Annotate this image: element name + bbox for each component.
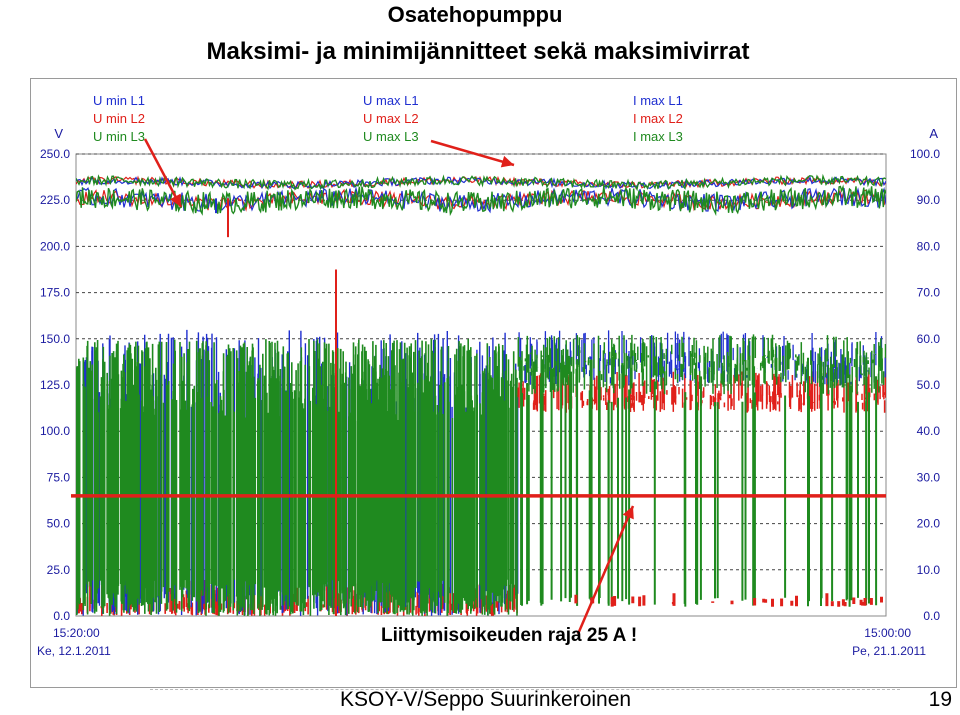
right-tick-label: 60.0 (917, 332, 941, 346)
current-spikes (520, 357, 878, 607)
left-tick-label: 0.0 (53, 609, 70, 623)
left-axis-unit: V (54, 126, 63, 141)
arrow-u-min (143, 138, 183, 208)
legend-entry: I max L1 (633, 93, 683, 108)
legend-entry: I max L2 (633, 111, 683, 126)
axes: 0.0 0.0 25.0 10.0 50.0 20.0 75.0 30.0 100.0 40.0 1… (37, 126, 940, 658)
legend-entry: U min L3 (93, 129, 145, 144)
voltage-band (76, 184, 886, 217)
right-axis-unit: A (929, 126, 938, 141)
left-tick-label: 125.0 (40, 378, 70, 392)
right-tick-label: 20.0 (917, 517, 941, 531)
page-number: 19 (928, 688, 952, 711)
left-tick-label: 200.0 (40, 239, 70, 253)
footer-rule (150, 689, 900, 690)
right-tick-label: 100.0 (910, 147, 940, 161)
right-tick-label: 40.0 (917, 424, 941, 438)
legend-entry: I max L3 (633, 129, 683, 144)
right-tick-label: 30.0 (917, 470, 941, 484)
current-spikes (517, 334, 886, 395)
left-tick-label: 25.0 (47, 563, 71, 577)
left-tick-label: 225.0 (40, 193, 70, 207)
right-tick-label: 90.0 (917, 193, 941, 207)
arrow-u-max-head (500, 155, 514, 168)
legend-entry: U max L1 (363, 93, 419, 108)
legend-entry: U min L1 (93, 93, 145, 108)
right-tick-label: 70.0 (917, 286, 941, 300)
annotations: Liittymisoikeuden raja 25 A ! (71, 138, 886, 646)
slide-title: Osatehopumppu (387, 2, 563, 27)
x-end-date: Pe, 21.1.2011 (852, 644, 926, 658)
arrow-u-min-head (170, 193, 181, 207)
left-tick-label: 50.0 (47, 517, 71, 531)
left-tick-label: 75.0 (47, 470, 71, 484)
right-tick-label: 10.0 (917, 563, 941, 577)
arrow-limit-head (622, 506, 634, 520)
voltage-band (76, 173, 886, 192)
footer-author: KSOY-V/Seppo Suurinkeroinen (340, 688, 632, 711)
left-tick-label: 175.0 (40, 286, 70, 300)
legend-entry: U min L2 (93, 111, 145, 126)
voltage-series (76, 173, 886, 238)
legend-entry: U max L2 (363, 111, 419, 126)
slide-subtitle: Maksimi- ja minimijännitteet sekä maksim… (206, 38, 750, 65)
x-start-time: 15:20:00 (53, 626, 100, 640)
chart-frame: 0.0 0.0 25.0 10.0 50.0 20.0 75.0 30.0 100.0 40.0 1… (30, 78, 957, 688)
right-tick-label: 0.0 (923, 609, 940, 623)
right-tick-label: 80.0 (917, 239, 941, 253)
current-spikes (517, 371, 886, 413)
legend-entry: U max L3 (363, 129, 419, 144)
left-tick-label: 250.0 (40, 147, 70, 161)
arrow-u-max (430, 139, 515, 167)
x-end-time: 15:00:00 (864, 626, 911, 640)
voltage-current-chart: 0.0 0.0 25.0 10.0 50.0 20.0 75.0 30.0 100.0 40.0 1… (37, 93, 940, 658)
left-tick-label: 150.0 (40, 332, 70, 346)
right-tick-label: 50.0 (917, 378, 941, 392)
arrow-limit (576, 505, 635, 635)
x-start-date: Ke, 12.1.2011 (37, 644, 111, 658)
limit-annotation: Liittymisoikeuden raja 25 A ! (381, 625, 637, 646)
left-tick-label: 100.0 (40, 424, 70, 438)
legend: U min L1 U min L2 U min L3 U max L1 U max L2… (93, 93, 683, 144)
